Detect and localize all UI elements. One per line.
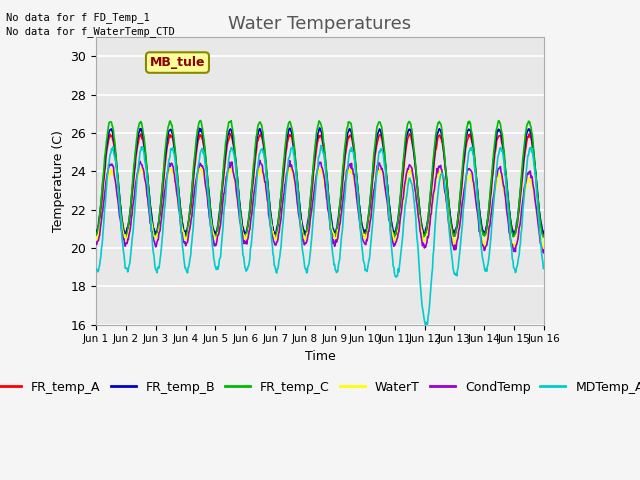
Line: WaterT: WaterT bbox=[96, 167, 544, 250]
FR_temp_B bbox=[388, 222, 396, 228]
FR_temp_B bbox=[540, 230, 548, 236]
WaterT bbox=[374, 168, 382, 174]
WaterT bbox=[388, 225, 396, 231]
MDTemp_A bbox=[540, 266, 548, 272]
X-axis label: Time: Time bbox=[305, 350, 335, 363]
FR_temp_A bbox=[100, 176, 108, 181]
FR_temp_A bbox=[226, 131, 234, 136]
FR_temp_B bbox=[316, 125, 324, 131]
FR_temp_A bbox=[192, 156, 200, 161]
Legend: FR_temp_A, FR_temp_B, FR_temp_C, WaterT, CondTemp, MDTemp_A: FR_temp_A, FR_temp_B, FR_temp_C, WaterT,… bbox=[0, 376, 640, 399]
Line: FR_temp_A: FR_temp_A bbox=[96, 133, 544, 236]
Text: MB_tule: MB_tule bbox=[150, 56, 205, 69]
FR_temp_B bbox=[216, 205, 224, 211]
Line: FR_temp_B: FR_temp_B bbox=[96, 128, 544, 235]
CondTemp bbox=[256, 157, 264, 163]
CondTemp bbox=[100, 197, 108, 203]
Line: CondTemp: CondTemp bbox=[96, 160, 544, 253]
FR_temp_B bbox=[122, 232, 130, 238]
CondTemp bbox=[147, 220, 154, 226]
WaterT bbox=[92, 238, 100, 243]
Text: No data for f FD_Temp_1: No data for f FD_Temp_1 bbox=[6, 12, 150, 23]
WaterT bbox=[227, 164, 234, 170]
Line: MDTemp_A: MDTemp_A bbox=[96, 145, 544, 326]
WaterT bbox=[192, 183, 200, 189]
FR_temp_C bbox=[92, 235, 100, 241]
CondTemp bbox=[540, 250, 548, 256]
Text: No data for f_WaterTemp_CTD: No data for f_WaterTemp_CTD bbox=[6, 26, 175, 37]
FR_temp_B bbox=[147, 207, 155, 213]
MDTemp_A bbox=[216, 257, 223, 263]
WaterT bbox=[540, 247, 548, 252]
Line: FR_temp_C: FR_temp_C bbox=[96, 120, 544, 239]
MDTemp_A bbox=[317, 143, 324, 148]
MDTemp_A bbox=[374, 156, 382, 161]
CondTemp bbox=[374, 161, 382, 167]
Y-axis label: Temperature (C): Temperature (C) bbox=[52, 130, 65, 232]
Title: Water Temperatures: Water Temperatures bbox=[228, 15, 412, 33]
FR_temp_A bbox=[147, 203, 154, 209]
WaterT bbox=[100, 199, 108, 205]
CondTemp bbox=[388, 233, 396, 239]
WaterT bbox=[216, 229, 223, 235]
FR_temp_C bbox=[374, 121, 382, 127]
FR_temp_A bbox=[390, 233, 397, 239]
FR_temp_A bbox=[216, 216, 223, 222]
FR_temp_C bbox=[192, 143, 200, 148]
MDTemp_A bbox=[92, 266, 100, 272]
FR_temp_C bbox=[147, 205, 154, 211]
FR_temp_C bbox=[390, 236, 397, 241]
FR_temp_A bbox=[92, 233, 100, 239]
FR_temp_A bbox=[540, 231, 548, 237]
MDTemp_A bbox=[422, 323, 429, 329]
CondTemp bbox=[92, 240, 100, 245]
MDTemp_A bbox=[192, 192, 200, 198]
FR_temp_C bbox=[216, 207, 224, 213]
FR_temp_A bbox=[388, 220, 396, 226]
FR_temp_B bbox=[375, 127, 383, 133]
MDTemp_A bbox=[147, 212, 154, 218]
WaterT bbox=[147, 212, 154, 217]
FR_temp_B bbox=[193, 144, 200, 150]
FR_temp_B bbox=[100, 168, 108, 174]
FR_temp_A bbox=[374, 135, 382, 141]
FR_temp_C bbox=[540, 233, 548, 239]
CondTemp bbox=[216, 228, 223, 234]
FR_temp_B bbox=[92, 229, 100, 235]
FR_temp_C bbox=[388, 222, 396, 228]
CondTemp bbox=[192, 180, 200, 186]
MDTemp_A bbox=[388, 243, 396, 249]
MDTemp_A bbox=[100, 216, 108, 222]
FR_temp_C bbox=[100, 164, 108, 170]
FR_temp_C bbox=[197, 118, 205, 123]
